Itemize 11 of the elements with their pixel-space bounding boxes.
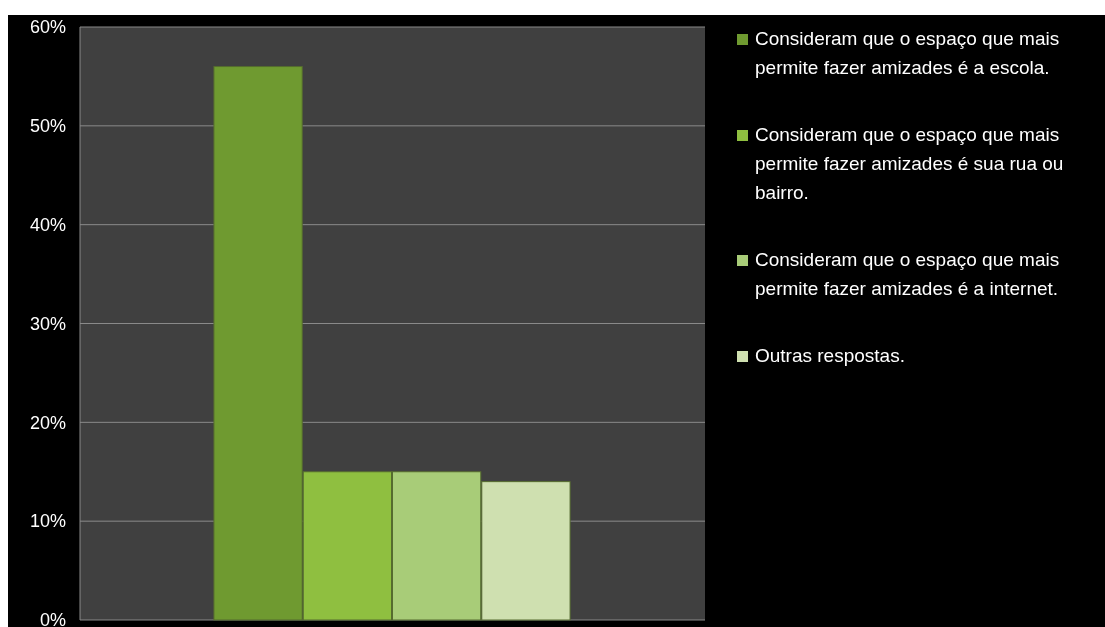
y-tick-label: 40% [29,214,66,235]
y-tick-label: 0% [39,610,66,627]
y-tick-label: 50% [29,116,66,137]
legend-label: Consideram que o espaço que mais permite fazer amizades é sua rua ou bairro. [755,124,1064,203]
y-tick-label: 20% [29,412,66,433]
y-tick-label: 10% [29,511,66,532]
y-tick-label: 30% [29,313,66,334]
y-tick-label: 60% [29,17,66,38]
legend-label: Consideram que o espaço que mais permite fazer amizades é a escola. [755,28,1060,78]
legend-label: Consideram que o espaço que mais permite fazer amizades é a internet. [755,249,1060,299]
legend-label: Outras respostas. [755,345,905,366]
